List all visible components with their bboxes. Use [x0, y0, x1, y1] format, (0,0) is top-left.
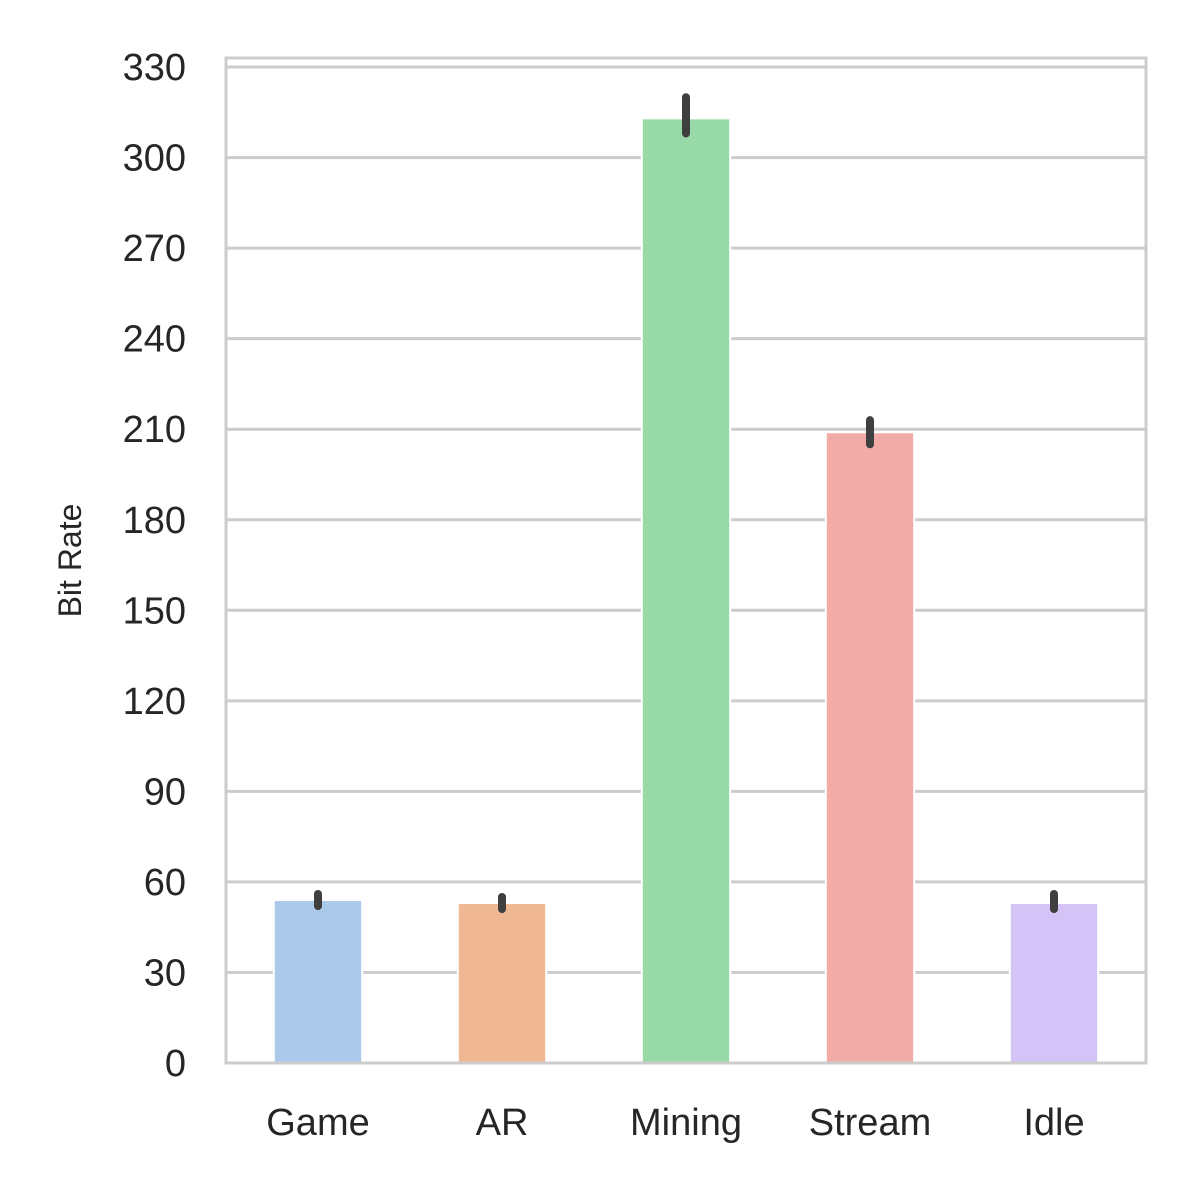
y-tick-label: 60: [144, 862, 186, 904]
x-tick-label: Mining: [630, 1102, 742, 1144]
y-tick-label: 0: [165, 1043, 186, 1085]
y-tick-label: 330: [123, 47, 186, 89]
x-tick-label: Idle: [1023, 1102, 1084, 1144]
bar-game: [272, 899, 364, 1065]
y-tick-label: 240: [123, 319, 186, 361]
y-tick-label: 300: [123, 138, 186, 180]
bar-stream: [824, 431, 916, 1064]
y-tick-label: 180: [123, 500, 186, 542]
x-tick-label: Stream: [809, 1102, 931, 1144]
x-tick-label: Game: [266, 1102, 369, 1144]
y-tick-label: 120: [123, 681, 186, 723]
y-tick-label: 210: [123, 409, 186, 451]
plot-frame: [224, 56, 1148, 1065]
y-axis-label: Bit Rate: [52, 504, 88, 618]
bar-ar: [456, 902, 548, 1064]
bar-mining: [640, 117, 732, 1065]
y-tick-label: 150: [123, 590, 186, 632]
y-tick-label: 90: [144, 771, 186, 813]
bars: [272, 117, 1100, 1065]
x-tick-label: AR: [476, 1102, 529, 1144]
x-tick-labels: Game AR Mining Stream Idle: [266, 1102, 1084, 1144]
y-tick-label: 30: [144, 952, 186, 994]
y-tick-labels: 0 30 60 90 120 150 180 210 240 270 300 330: [123, 47, 186, 1085]
error-bars: [314, 93, 1058, 914]
bar-idle: [1008, 902, 1100, 1064]
y-tick-label: 270: [123, 228, 186, 270]
